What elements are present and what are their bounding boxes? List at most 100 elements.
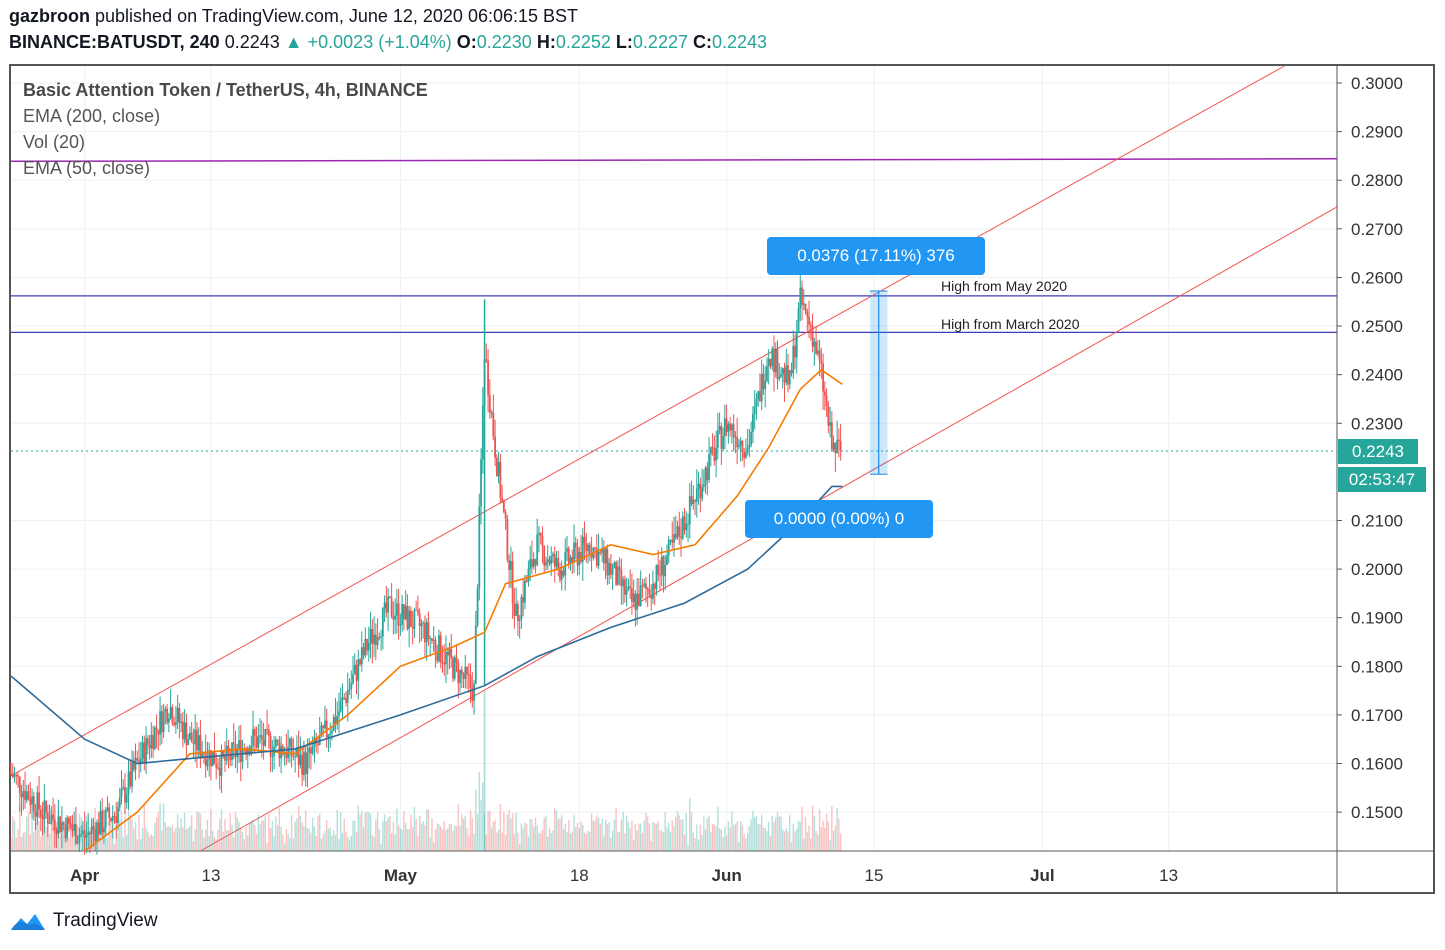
candle-body xyxy=(32,796,35,812)
candle-body xyxy=(236,749,239,758)
candle-body xyxy=(127,771,130,795)
volume-bar xyxy=(517,832,519,851)
volume-bar xyxy=(41,814,44,851)
chart-frame[interactable] xyxy=(9,64,1435,894)
candle-body xyxy=(680,536,682,539)
volume-bar xyxy=(106,838,109,851)
volume-bar xyxy=(333,830,335,851)
volume-bar xyxy=(19,805,21,851)
volume-bar xyxy=(504,835,507,851)
candle-body xyxy=(366,638,368,651)
legend-volume[interactable]: Vol (20) xyxy=(23,132,86,152)
volume-bar xyxy=(240,828,242,851)
x-tick-label: Jun xyxy=(712,866,742,885)
volume-bar xyxy=(829,840,831,851)
volume-bar xyxy=(573,814,575,851)
volume-bar xyxy=(397,824,400,851)
volume-bar xyxy=(87,818,89,851)
candle-body xyxy=(701,486,703,499)
volume-bar xyxy=(820,827,823,851)
volume-bar xyxy=(48,833,51,851)
volume-bar xyxy=(115,839,117,851)
volume-bar xyxy=(627,821,630,851)
volume-bar xyxy=(583,832,586,851)
candle-body xyxy=(217,767,219,769)
candle-body xyxy=(203,753,205,755)
publish-info: gazbroon published on TradingView.com, J… xyxy=(9,6,578,27)
volume-bar xyxy=(290,815,293,851)
volume-bar xyxy=(178,827,181,851)
candle-body xyxy=(695,488,698,502)
volume-bar xyxy=(766,830,768,851)
volume-bar xyxy=(131,820,133,851)
candle-body xyxy=(615,562,618,585)
candle-body xyxy=(101,810,104,833)
author-name[interactable]: gazbroon xyxy=(9,6,90,26)
candle-body xyxy=(329,733,332,735)
footer-brand[interactable]: TradingView xyxy=(9,910,158,932)
candle-body xyxy=(399,624,402,626)
volume-bar xyxy=(269,828,272,851)
volume-bar xyxy=(315,836,317,851)
volume-bar xyxy=(664,811,666,851)
high-march-label: High from March 2020 xyxy=(941,316,1080,332)
candle-body xyxy=(518,619,521,621)
candle-body xyxy=(538,532,540,535)
high-value: 0.2252 xyxy=(555,32,611,52)
volume-bar xyxy=(834,825,837,851)
volume-bar xyxy=(810,838,812,851)
candle-body xyxy=(720,426,723,449)
candle-body xyxy=(380,636,382,638)
volume-bar xyxy=(80,817,82,851)
legend-ema200[interactable]: EMA (200, close) xyxy=(23,106,161,126)
volume-bar xyxy=(547,836,549,851)
candle-body xyxy=(823,391,826,396)
volume-bar xyxy=(169,827,172,851)
measure-label-bottom[interactable]: 0.0000 (0.00%) 0 xyxy=(745,500,933,538)
bar-countdown-tag: 02:53:47 xyxy=(1338,467,1426,492)
volume-bar xyxy=(539,833,542,851)
volume-bar xyxy=(564,824,566,851)
candle-body xyxy=(143,742,146,764)
open-label: O: xyxy=(456,32,477,52)
candle-body xyxy=(224,756,226,761)
volume-bar xyxy=(54,830,56,851)
legend-ema50[interactable]: EMA (50, close) xyxy=(23,158,151,178)
candle-body xyxy=(639,585,642,606)
volume-bar xyxy=(443,820,445,851)
candle-body xyxy=(641,585,644,587)
candle-body xyxy=(17,775,19,777)
volume-bar xyxy=(306,827,309,851)
candle-body xyxy=(506,518,509,560)
candle-body xyxy=(82,830,84,834)
volume-bar xyxy=(675,816,677,851)
candle-body xyxy=(734,436,737,438)
candle-body xyxy=(522,597,525,603)
volume-bar xyxy=(13,820,16,851)
volume-bar xyxy=(76,825,79,851)
candle-body xyxy=(541,536,544,547)
candle-body xyxy=(473,683,475,701)
candle-body xyxy=(652,583,654,599)
volume-bar xyxy=(689,798,691,851)
candle-body xyxy=(545,561,547,566)
volume-bar xyxy=(140,839,142,851)
candle-body xyxy=(767,358,770,367)
candle-body xyxy=(117,806,119,823)
volume-bar xyxy=(24,832,26,851)
volume-bar xyxy=(711,823,714,851)
candle-body xyxy=(708,454,710,480)
candle-body xyxy=(748,444,751,448)
candle-body xyxy=(711,447,714,449)
volume-bar xyxy=(538,832,540,851)
volume-bar xyxy=(757,824,759,851)
volume-bar xyxy=(162,803,165,851)
candle-body xyxy=(432,639,435,641)
candle-body xyxy=(659,574,661,576)
volume-bar xyxy=(213,836,216,851)
measure-label-top[interactable]: 0.0376 (17.11%) 376 xyxy=(767,237,985,275)
volume-bar xyxy=(561,815,563,851)
volume-bar xyxy=(275,816,277,851)
candle-body xyxy=(427,621,430,639)
